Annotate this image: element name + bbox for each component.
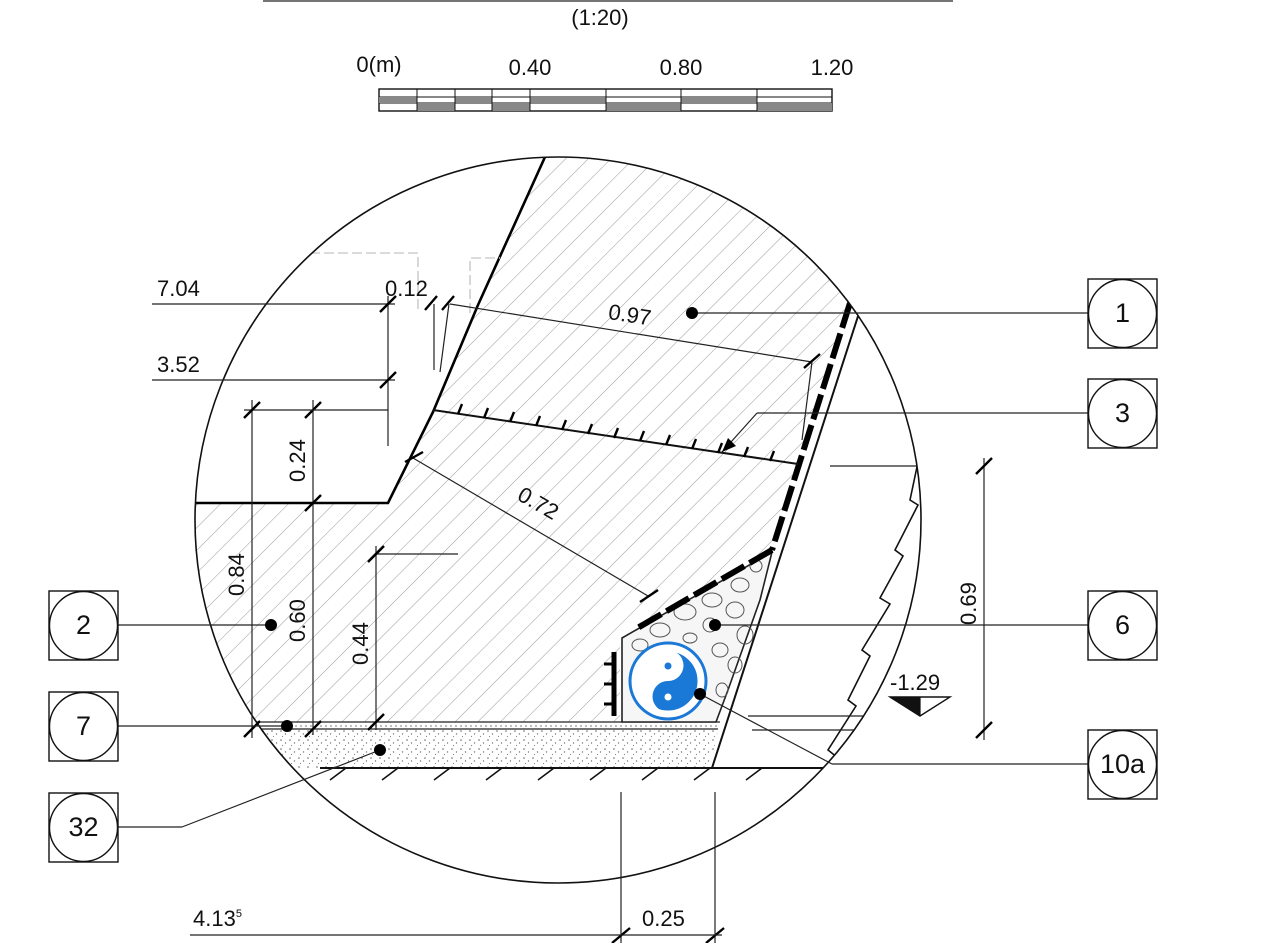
callout-7-label: 7 bbox=[76, 711, 91, 741]
callout-32: 32 bbox=[48, 792, 119, 863]
dim-0-69: 0.69 bbox=[956, 582, 981, 625]
callout-10a-label: 10a bbox=[1100, 749, 1146, 779]
dim-0-60: 0.60 bbox=[285, 599, 310, 642]
level-value: -1.29 bbox=[890, 670, 940, 695]
scale-ratio: (1:20) bbox=[571, 5, 628, 30]
leader-lines bbox=[118, 307, 1088, 828]
level-marker bbox=[887, 696, 953, 717]
dim-4-13-main: 4.13 bbox=[193, 906, 236, 931]
waterproof-membrane bbox=[769, 302, 853, 551]
detail-circle bbox=[194, 156, 922, 884]
sand-bedding-layer bbox=[195, 730, 718, 768]
callout-1-label: 1 bbox=[1115, 298, 1130, 328]
dim-0-25: 0.25 bbox=[642, 906, 685, 931]
callout-32-label: 32 bbox=[68, 812, 98, 842]
dim-0-24: 0.24 bbox=[285, 439, 310, 482]
dim-0-12: 0.12 bbox=[385, 276, 428, 301]
callout-10a: 10a bbox=[1087, 729, 1158, 800]
leader-dot-6 bbox=[709, 619, 721, 631]
scale-label-080: 0.80 bbox=[660, 55, 703, 80]
callout-2: 2 bbox=[48, 590, 119, 661]
leader-dot-7 bbox=[281, 720, 293, 732]
callout-3: 3 bbox=[1087, 378, 1158, 449]
callout-6-label: 6 bbox=[1115, 610, 1130, 640]
hatched-soil-lower bbox=[195, 412, 798, 722]
dim-7-04: 7.04 bbox=[157, 276, 200, 301]
drain-pipe bbox=[628, 641, 708, 721]
callout-3-label: 3 bbox=[1115, 398, 1130, 428]
leader-dot-32 bbox=[374, 744, 386, 756]
callout-2-label: 2 bbox=[76, 610, 91, 640]
callout-6: 6 bbox=[1087, 590, 1158, 661]
wall-outer-face bbox=[711, 309, 861, 769]
leader-dot-1 bbox=[686, 307, 698, 319]
hatched-backfill-upper bbox=[433, 157, 900, 462]
dim-4-13-superscript: 5 bbox=[236, 908, 242, 920]
dimension-lines bbox=[152, 295, 993, 943]
leader-dot-10a bbox=[694, 688, 706, 700]
callout-7: 7 bbox=[48, 691, 119, 762]
dim-0-84: 0.84 bbox=[224, 553, 249, 596]
dim-3-52: 3.52 bbox=[157, 352, 200, 377]
leader-dot-2 bbox=[265, 619, 277, 631]
scale-label-040: 0.40 bbox=[509, 55, 552, 80]
scale-bar: 0(m) 0.40 0.80 1.20 bbox=[356, 52, 854, 112]
ground-profile bbox=[195, 157, 547, 505]
scale-label-120: 1.20 bbox=[811, 55, 854, 80]
dim-4-13: 4.135 bbox=[193, 906, 242, 931]
callout-1: 1 bbox=[1087, 278, 1158, 349]
dim-0-44: 0.44 bbox=[348, 622, 373, 665]
scale-label-0: 0(m) bbox=[356, 52, 401, 77]
right-terrain-break bbox=[826, 461, 920, 759]
